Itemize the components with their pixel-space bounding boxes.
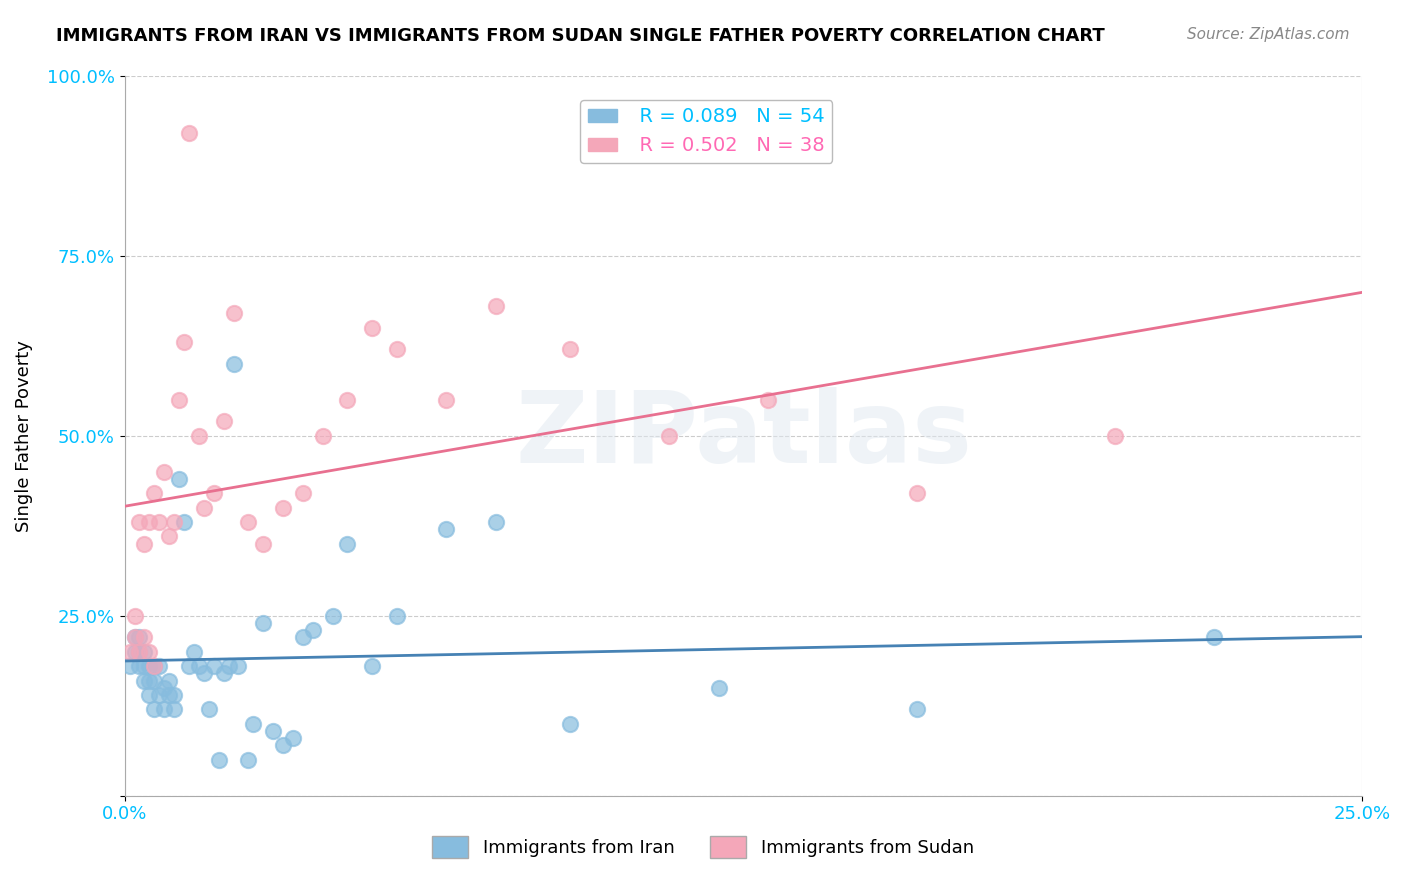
Point bbox=[560, 342, 582, 356]
Point bbox=[148, 515, 170, 529]
Point bbox=[262, 723, 284, 738]
Point bbox=[187, 659, 209, 673]
Point bbox=[138, 688, 160, 702]
Point bbox=[1202, 630, 1225, 644]
Point bbox=[228, 659, 250, 673]
Point bbox=[153, 702, 176, 716]
Point bbox=[197, 702, 219, 716]
Point bbox=[124, 630, 146, 644]
Point bbox=[202, 659, 225, 673]
Point bbox=[134, 537, 156, 551]
Point bbox=[177, 126, 200, 140]
Point bbox=[134, 645, 156, 659]
Point bbox=[560, 716, 582, 731]
Point bbox=[167, 472, 190, 486]
Point bbox=[385, 608, 408, 623]
Point bbox=[148, 688, 170, 702]
Text: ZIPatlas: ZIPatlas bbox=[515, 387, 972, 484]
Point bbox=[291, 630, 314, 644]
Point bbox=[163, 688, 186, 702]
Point bbox=[138, 645, 160, 659]
Point bbox=[138, 515, 160, 529]
Point bbox=[756, 392, 779, 407]
Point bbox=[436, 522, 458, 536]
Point bbox=[212, 666, 235, 681]
Point bbox=[242, 716, 264, 731]
Point bbox=[271, 500, 294, 515]
Point bbox=[128, 630, 150, 644]
Point bbox=[143, 659, 166, 673]
Point bbox=[218, 659, 240, 673]
Point bbox=[128, 645, 150, 659]
Point bbox=[658, 428, 681, 442]
Point bbox=[173, 515, 195, 529]
Text: IMMIGRANTS FROM IRAN VS IMMIGRANTS FROM SUDAN SINGLE FATHER POVERTY CORRELATION : IMMIGRANTS FROM IRAN VS IMMIGRANTS FROM … bbox=[56, 27, 1105, 45]
Point bbox=[124, 608, 146, 623]
Point bbox=[143, 673, 166, 688]
Point bbox=[124, 645, 146, 659]
Point bbox=[143, 486, 166, 500]
Point bbox=[291, 486, 314, 500]
Point bbox=[163, 515, 186, 529]
Point bbox=[118, 645, 141, 659]
Legend: Immigrants from Iran, Immigrants from Sudan: Immigrants from Iran, Immigrants from Su… bbox=[425, 829, 981, 865]
Point bbox=[436, 392, 458, 407]
Point bbox=[281, 731, 304, 746]
Point bbox=[128, 659, 150, 673]
Point bbox=[212, 414, 235, 428]
Point bbox=[485, 515, 508, 529]
Point bbox=[153, 681, 176, 695]
Point bbox=[134, 630, 156, 644]
Point bbox=[138, 673, 160, 688]
Point bbox=[134, 673, 156, 688]
Point bbox=[187, 428, 209, 442]
Point bbox=[238, 753, 260, 767]
Point bbox=[222, 357, 245, 371]
Point bbox=[485, 299, 508, 313]
Point bbox=[193, 666, 215, 681]
Point bbox=[905, 702, 928, 716]
Point bbox=[271, 739, 294, 753]
Point bbox=[208, 753, 231, 767]
Point bbox=[336, 537, 359, 551]
Point bbox=[238, 515, 260, 529]
Point bbox=[202, 486, 225, 500]
Point bbox=[138, 659, 160, 673]
Point bbox=[183, 645, 205, 659]
Point bbox=[361, 320, 384, 334]
Point bbox=[361, 659, 384, 673]
Point bbox=[336, 392, 359, 407]
Point bbox=[193, 500, 215, 515]
Point bbox=[311, 428, 333, 442]
Point bbox=[252, 537, 274, 551]
Text: Source: ZipAtlas.com: Source: ZipAtlas.com bbox=[1187, 27, 1350, 42]
Point bbox=[1104, 428, 1126, 442]
Point bbox=[252, 615, 274, 630]
Legend:   R = 0.089   N = 54,   R = 0.502   N = 38: R = 0.089 N = 54, R = 0.502 N = 38 bbox=[581, 100, 832, 163]
Point bbox=[143, 659, 166, 673]
Point bbox=[322, 608, 344, 623]
Point bbox=[905, 486, 928, 500]
Point bbox=[167, 392, 190, 407]
Point bbox=[301, 623, 323, 637]
Point bbox=[124, 630, 146, 644]
Point bbox=[157, 688, 180, 702]
Point bbox=[153, 465, 176, 479]
Point bbox=[143, 702, 166, 716]
Point bbox=[157, 529, 180, 543]
Point bbox=[134, 659, 156, 673]
Point bbox=[177, 659, 200, 673]
Point bbox=[222, 306, 245, 320]
Point bbox=[707, 681, 730, 695]
Point bbox=[385, 342, 408, 356]
Point bbox=[128, 645, 150, 659]
Point bbox=[173, 334, 195, 349]
Point bbox=[163, 702, 186, 716]
Point bbox=[118, 659, 141, 673]
Point bbox=[148, 659, 170, 673]
Y-axis label: Single Father Poverty: Single Father Poverty bbox=[15, 340, 32, 532]
Point bbox=[157, 673, 180, 688]
Point bbox=[128, 515, 150, 529]
